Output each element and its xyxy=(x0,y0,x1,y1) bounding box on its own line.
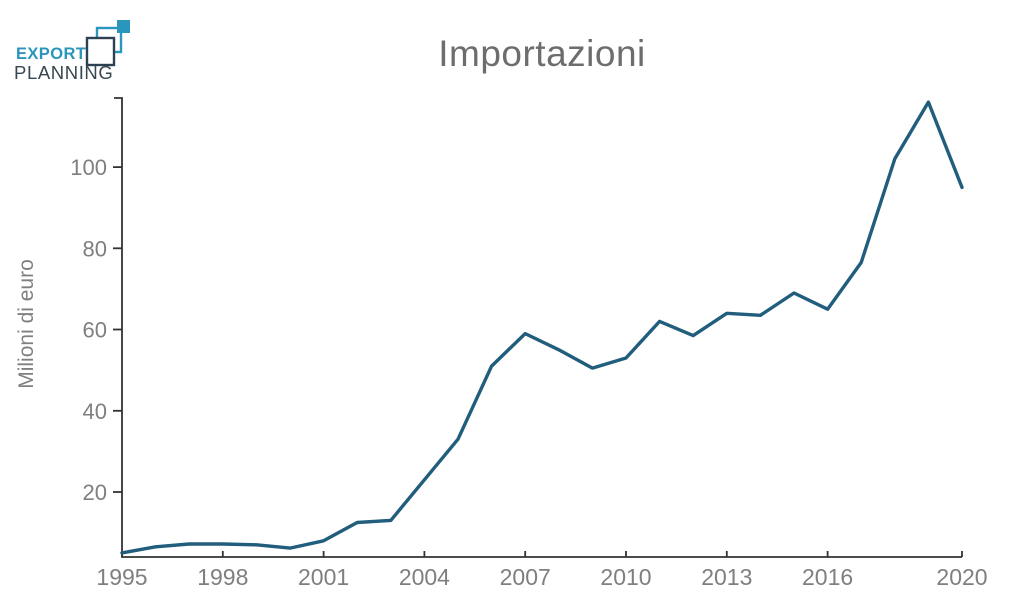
export-planning-logo-icon xyxy=(85,20,130,67)
y-tick-label: 20 xyxy=(83,480,107,505)
x-tick-label: 1998 xyxy=(197,564,248,590)
x-tick-label: 2001 xyxy=(298,564,349,590)
y-tick-label: 80 xyxy=(83,236,107,261)
axes xyxy=(114,97,962,558)
logo-navy-square xyxy=(85,36,116,67)
x-tick-label: 2020 xyxy=(936,564,987,590)
x-tick-label: 2004 xyxy=(399,564,450,590)
x-tick-label: 2010 xyxy=(600,564,651,590)
export-planning-logo: EXPORT PLANNING xyxy=(0,0,170,95)
y-tick-label: 100 xyxy=(70,155,107,180)
x-tick-label: 2016 xyxy=(802,564,853,590)
y-tick-label: 40 xyxy=(83,399,107,424)
logo-text-export: EXPORT xyxy=(16,45,87,63)
x-tick-label: 2007 xyxy=(500,564,551,590)
imports-line-series xyxy=(120,100,964,555)
logo-text-planning: PLANNING xyxy=(14,62,114,83)
logo-filled-square xyxy=(117,20,130,33)
x-tick-label: 1995 xyxy=(96,564,147,590)
y-tick-label: 60 xyxy=(83,318,107,343)
x-tick-label: 2013 xyxy=(701,564,752,590)
chart-title: Importazioni xyxy=(438,33,646,74)
